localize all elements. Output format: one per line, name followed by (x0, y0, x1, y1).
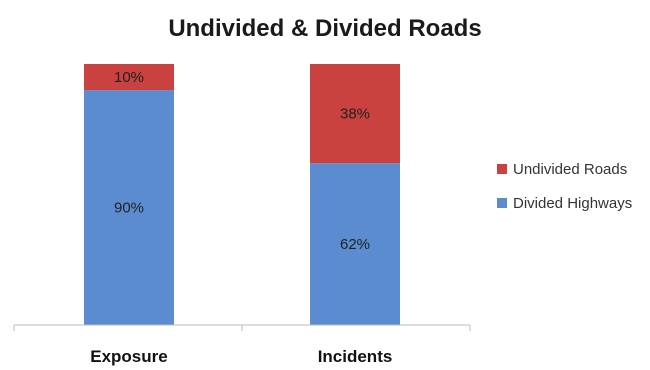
bar-incidents-undivided-roads (310, 64, 400, 164)
data-label-incidents-divided-highways: 62% (340, 236, 370, 253)
bar-exposure-divided-highways (84, 90, 174, 325)
bar-incidents-divided-highways (310, 163, 400, 325)
category-label-incidents: Incidents (318, 347, 393, 366)
x-axis-ticks (13, 325, 471, 331)
legend-swatch-undivided-roads (497, 164, 507, 174)
legend-swatch-divided-highways (497, 198, 507, 208)
legend: Undivided Roads Divided Highways (497, 161, 632, 212)
bar-exposure-undivided-roads (84, 64, 174, 91)
legend-label-undivided-roads: Undivided Roads (513, 161, 627, 178)
data-labels-group: 90% 10% 62% 38% (114, 69, 370, 253)
bars-group (84, 64, 400, 325)
data-label-incidents-undivided-roads: 38% (340, 106, 370, 123)
data-label-exposure-undivided-roads: 10% (114, 69, 144, 86)
category-labels-group: Exposure Incidents (90, 347, 392, 366)
data-label-exposure-divided-highways: 90% (114, 200, 144, 217)
category-label-exposure: Exposure (90, 347, 167, 366)
chart-title: Undivided & Divided Roads (168, 15, 481, 42)
legend-label-divided-highways: Divided Highways (513, 195, 632, 212)
